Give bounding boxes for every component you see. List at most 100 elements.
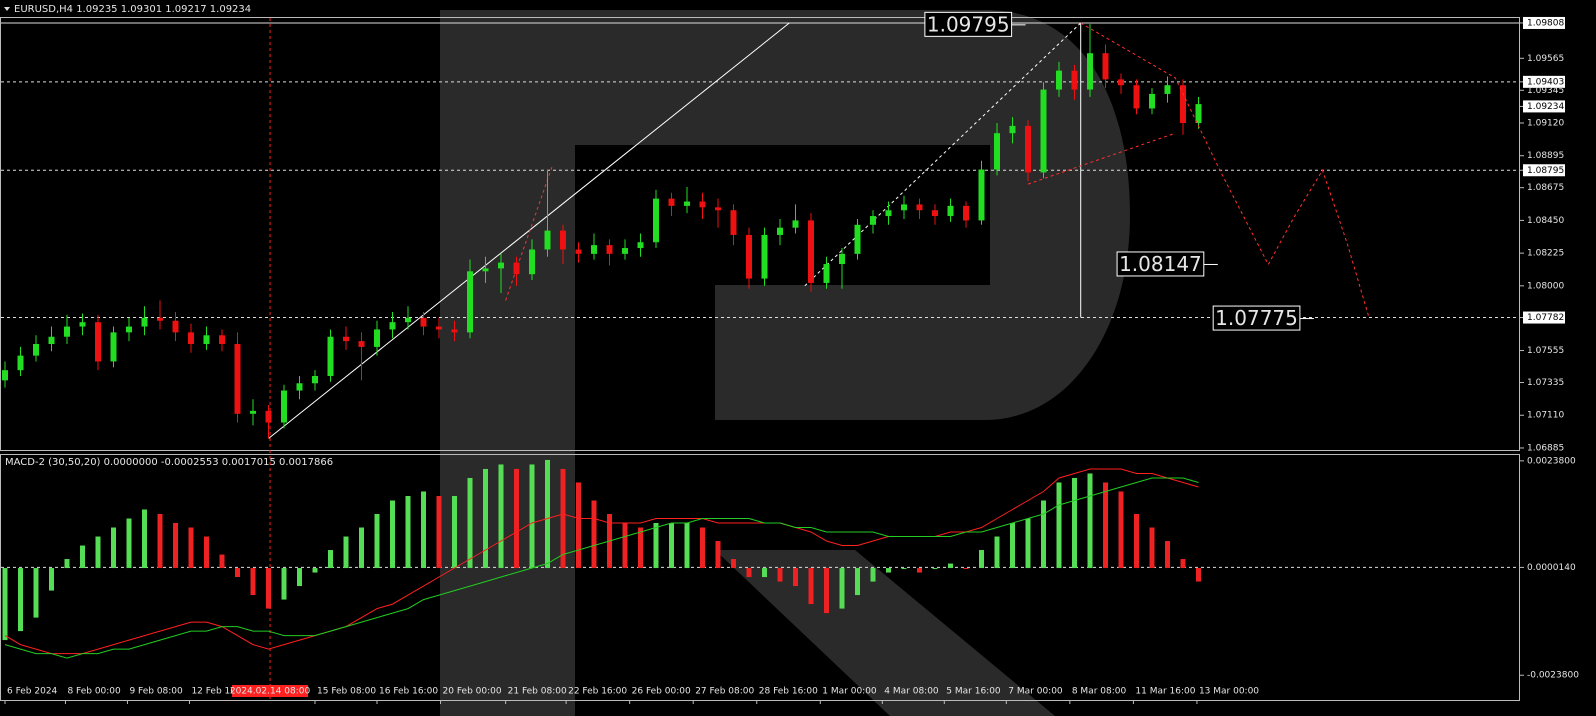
histogram-bar (948, 563, 953, 569)
histogram-bar (219, 554, 225, 569)
candle-body (110, 332, 117, 362)
histogram-bar (514, 468, 519, 569)
logo-stem (440, 10, 575, 716)
candle-body (1180, 85, 1186, 123)
histogram-bar (483, 468, 488, 569)
histogram-bar (281, 568, 287, 600)
trend-line (268, 22, 790, 439)
y-tick-label: 1.08450 (1527, 216, 1564, 226)
candle-body (839, 253, 845, 265)
candle-body (606, 245, 613, 254)
candle-body (1102, 53, 1109, 80)
candle-body (436, 326, 442, 330)
x-tick-label: 26 Feb 00:00 (632, 687, 691, 697)
x-tick-label: 22 Feb 16:00 (568, 687, 627, 697)
price-label-box (1523, 16, 1565, 29)
y-tick-label: 1.07555 (1527, 346, 1564, 356)
indicator-line (4, 468, 1199, 655)
x-tick-label: 20 Feb 00:00 (443, 687, 502, 697)
histogram-bar (467, 477, 473, 569)
logo-leg (715, 550, 1055, 716)
y-tick-label: 1.08675 (1527, 183, 1564, 193)
histogram-bar (576, 482, 581, 569)
y-tick-label: 1.08225 (1527, 249, 1564, 259)
x-tick-label: 6 Feb 2024 (7, 687, 58, 697)
price-label-box (1523, 311, 1565, 324)
candle-body (250, 410, 256, 414)
x-tick-label: 5 Mar 16:00 (946, 687, 1001, 697)
candle-body (932, 210, 938, 217)
histogram-bar (18, 568, 23, 632)
y-tick-label: 0.0000140 (1527, 563, 1576, 573)
candle-body (312, 375, 318, 384)
histogram-bar (436, 495, 442, 569)
histogram-bar (886, 568, 891, 573)
histogram-bar (1087, 473, 1093, 569)
histogram-bar (250, 568, 256, 596)
candle-body (281, 390, 287, 423)
candle-body (916, 204, 923, 211)
histogram-bar (638, 527, 643, 569)
candle-body (467, 271, 473, 333)
histogram-bar (157, 513, 163, 569)
y-tick-label: 1.09120 (1527, 118, 1564, 128)
candle-body (327, 336, 334, 376)
candle-body (157, 317, 163, 321)
x-tick-label: 8 Mar 08:00 (1072, 687, 1127, 697)
y-tick-label: 1.09808 (1527, 18, 1564, 28)
histogram-bar (684, 523, 690, 569)
histogram-bar (390, 500, 395, 569)
histogram-bar (1056, 482, 1062, 569)
histogram-bar (1103, 482, 1108, 569)
histogram-bar (1196, 568, 1201, 582)
candle-body (482, 268, 489, 272)
histogram-bar (669, 523, 674, 569)
histogram-bar (653, 523, 659, 569)
candle-body (978, 169, 985, 221)
histogram-bar (824, 568, 829, 614)
histogram-bar (994, 536, 1000, 569)
candle-body (1087, 53, 1093, 90)
histogram-bar (622, 523, 628, 569)
annotation-label: 1.08147 (1119, 252, 1202, 276)
histogram-bar (529, 464, 535, 569)
candle-body (451, 329, 458, 333)
macd-panel-border (0, 454, 1520, 701)
y-tick-label: 1.08795 (1527, 166, 1564, 176)
candle-body (715, 207, 721, 211)
histogram-bar (49, 568, 54, 591)
forecast-path (1080, 22, 1370, 318)
candle-body (126, 326, 132, 333)
histogram-bar (1180, 559, 1186, 569)
candle-body (265, 410, 272, 423)
x-tick-label: 15 Feb 08:00 (317, 687, 376, 697)
candle-body (79, 322, 86, 327)
histogram-bar (64, 559, 70, 569)
histogram-bar (715, 541, 721, 569)
y-tick-label: -0.0023800 (1527, 671, 1579, 681)
candle-body (64, 326, 70, 337)
candle-body (1025, 125, 1031, 173)
histogram-bar (173, 523, 178, 569)
candle-body (529, 249, 535, 275)
candle-body (808, 220, 814, 283)
histogram-bar (762, 568, 767, 578)
histogram-bar (343, 536, 349, 569)
y-tick-label: 1.09234 (1527, 102, 1564, 112)
candle-body (684, 201, 690, 206)
histogram-bar (188, 527, 194, 569)
candle-body (1164, 85, 1171, 94)
candle-body (374, 329, 380, 347)
candle-body (560, 230, 566, 250)
x-tick-label: 7 Mar 00:00 (1008, 687, 1063, 697)
y-tick-label: 1.09403 (1527, 77, 1564, 87)
histogram-bar (917, 568, 922, 573)
candle-body (854, 224, 861, 254)
y-tick-label: 1.09565 (1527, 54, 1564, 64)
y-tick-label: 1.08895 (1527, 151, 1564, 161)
candle-body (389, 322, 396, 330)
histogram-bar (1025, 518, 1031, 569)
candle-body (653, 198, 659, 243)
histogram-bar (405, 495, 411, 569)
candle-body (95, 322, 101, 362)
